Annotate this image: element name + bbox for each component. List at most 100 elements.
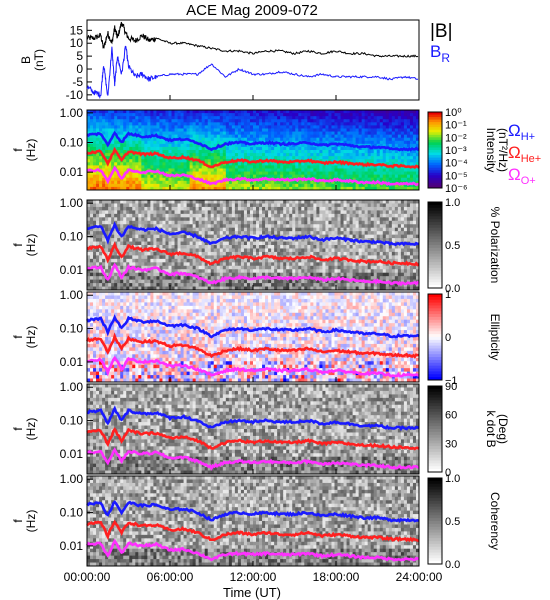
spectrogram-cell: [286, 150, 289, 153]
spectrogram-cell: [401, 172, 404, 175]
spectrogram-cell: [229, 150, 232, 153]
spectrogram-cell: [365, 141, 368, 144]
spectrogram-cell: [413, 110, 416, 113]
spectrogram-cell: [280, 210, 283, 214]
spectrogram-cell: [187, 269, 190, 273]
spectrogram-cell: [319, 242, 322, 246]
spectrogram-cell: [184, 242, 187, 246]
spectrogram-cell: [283, 184, 286, 187]
spectrogram-cell: [138, 242, 141, 246]
spectrogram-cell: [286, 231, 289, 235]
spectrogram-cell: [250, 135, 253, 138]
spectrogram-cell: [111, 162, 114, 165]
spectrogram-cell: [229, 119, 232, 122]
spectrogram-cell: [271, 153, 274, 156]
spectrogram-cell: [316, 273, 319, 277]
spectrogram-cell: [407, 141, 410, 144]
spectrogram-cell: [256, 217, 259, 221]
spectrogram-cell: [316, 119, 319, 122]
spectrogram-cell: [114, 184, 117, 187]
spectrogram-cell: [274, 231, 277, 235]
spectrogram-cell: [223, 262, 226, 266]
spectrogram-cell: [274, 138, 277, 141]
spectrogram-cell: [395, 122, 398, 125]
spectrogram-cell: [410, 125, 413, 128]
spectrogram-cell: [135, 144, 138, 147]
spectrogram-cell: [208, 113, 211, 116]
spectrogram-cell: [184, 181, 187, 184]
spectrogram-cell: [217, 266, 220, 270]
spectrogram-cell: [205, 269, 208, 273]
spectrogram-cell: [226, 203, 229, 207]
spectrogram-cell: [283, 132, 286, 135]
spectrogram-cell: [322, 116, 325, 119]
spectrogram-cell: [141, 147, 144, 150]
spectrogram-cell: [307, 238, 310, 242]
spectrogram-cell: [247, 269, 250, 273]
spectrogram-cell: [295, 214, 298, 218]
spectrogram-cell: [184, 116, 187, 119]
spectrogram-cell: [150, 125, 153, 128]
spectrogram-cell: [217, 252, 220, 256]
spectrogram-cell: [398, 110, 401, 113]
spectrogram-cell: [162, 255, 165, 259]
spectrogram-cell: [274, 242, 277, 246]
y-axis-label: f: [11, 148, 25, 152]
spectrogram-cell: [235, 184, 238, 187]
spectrogram-cell: [235, 116, 238, 119]
spectrogram-cell: [383, 132, 386, 135]
spectrogram-cell: [193, 135, 196, 138]
spectrogram-cell: [235, 200, 238, 204]
spectrogram-cell: [298, 153, 301, 156]
spectrogram-cell: [307, 259, 310, 263]
spectrogram-cell: [99, 128, 102, 131]
spectrogram-cell: [365, 128, 368, 131]
spectrogram-cell: [256, 113, 259, 116]
spectrogram-cell: [244, 217, 247, 221]
spectrogram-cell: [120, 259, 123, 263]
spectrogram-cell: [211, 122, 214, 125]
spectrogram-cell: [232, 172, 235, 175]
spectrogram-cell: [229, 273, 232, 277]
spectrogram-cell: [277, 116, 280, 119]
spectrogram-cell: [105, 128, 108, 131]
spectrogram-cell: [322, 168, 325, 171]
spectrogram-cell: [274, 283, 277, 287]
spectrogram-cell: [274, 156, 277, 159]
spectrogram-cell: [223, 116, 226, 119]
spectrogram-cell: [159, 141, 162, 144]
spectrogram-cell: [123, 119, 126, 122]
spectrogram-cell: [262, 153, 265, 156]
spectrogram-cell: [322, 125, 325, 128]
spectrogram-cell: [211, 125, 214, 128]
spectrogram-cell: [187, 238, 190, 242]
spectrogram-cell: [111, 128, 114, 131]
spectrogram-cell: [316, 172, 319, 175]
spectrogram-cell: [371, 172, 374, 175]
spectrogram-cell: [392, 125, 395, 128]
spectrogram-cell: [316, 242, 319, 246]
spectrogram-cell: [193, 248, 196, 252]
spectrogram-cell: [172, 276, 175, 280]
spectrogram-cell: [196, 283, 199, 287]
spectrogram-cell: [159, 165, 162, 168]
spectrogram-cell: [238, 150, 241, 153]
spectrogram-cell: [301, 128, 304, 131]
spectrogram-cell: [159, 159, 162, 162]
spectrogram-cell: [120, 132, 123, 135]
spectrogram-cell: [147, 116, 150, 119]
spectrogram-cell: [175, 116, 178, 119]
spectrogram-cell: [208, 122, 211, 125]
spectrogram-cell: [220, 116, 223, 119]
spectrogram-cell: [196, 147, 199, 150]
spectrogram-cell: [295, 135, 298, 138]
spectrogram-cell: [271, 200, 274, 204]
spectrogram-cell: [250, 147, 253, 150]
spectrogram-cell: [90, 122, 93, 125]
spectrogram-cell: [392, 113, 395, 116]
spectrogram-cell: [202, 221, 205, 225]
spectrogram-cell: [292, 252, 295, 256]
spectrogram-cell: [322, 172, 325, 175]
spectrogram-cell: [289, 214, 292, 218]
spectrogram-cell: [168, 276, 171, 280]
